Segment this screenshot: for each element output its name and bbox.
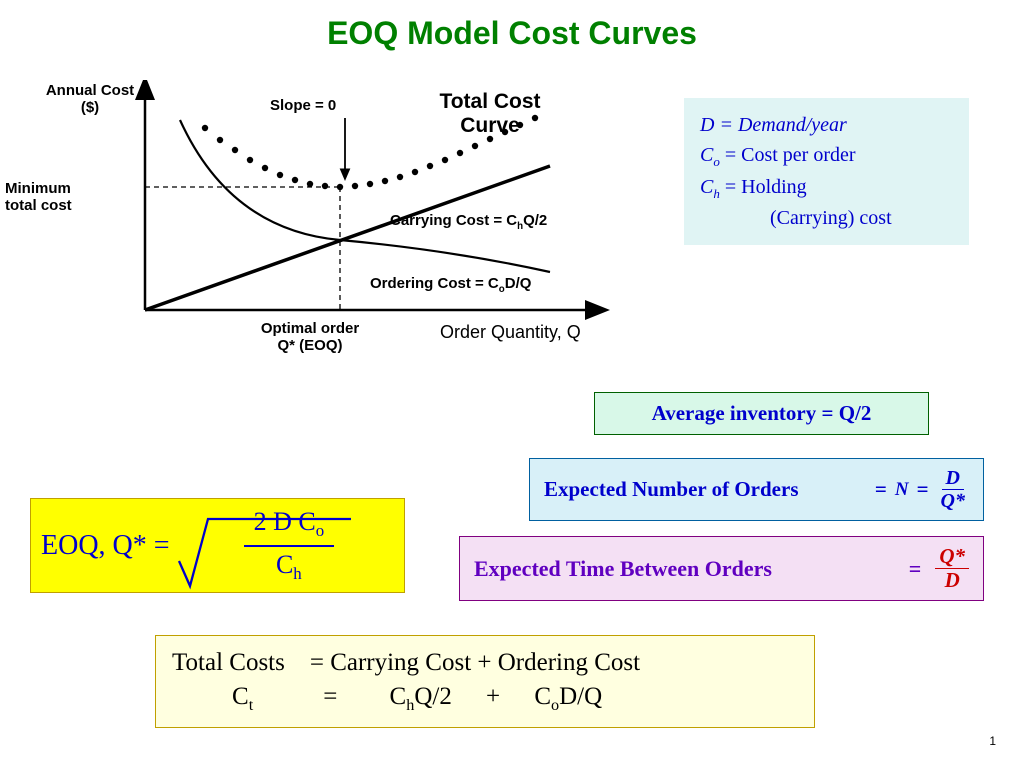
tc-t2-pre: C <box>534 683 551 710</box>
frac-d: D <box>942 467 964 490</box>
ch-sub: h <box>713 186 720 201</box>
tc-t1-suf: Q/2 <box>414 683 452 710</box>
frac-qstar: Q* <box>935 545 969 569</box>
oc-suffix: D/Q <box>505 275 532 292</box>
eoq-formula-box: EOQ, Q* = 2 D Co Ch <box>30 498 405 593</box>
exp-n: N <box>895 479 909 501</box>
cc-suffix: Q/2 <box>523 212 547 229</box>
ch-prefix: C <box>700 176 713 198</box>
ch-sfx1: = Holding <box>725 176 807 198</box>
legend-d-text: D = Demand/year <box>700 114 847 136</box>
legend-box: D = Demand/year Co = Cost per order Ch =… <box>684 98 969 245</box>
eq2: = <box>917 477 929 502</box>
total-cost-curve-label: Total Cost Curve <box>430 90 550 138</box>
legend-co: Co = Cost per order <box>700 140 953 172</box>
tc-t1-pre: C <box>390 683 407 710</box>
co-sub: o <box>713 154 720 169</box>
sqrt-icon <box>176 506 214 586</box>
page-number: 1 <box>989 734 996 748</box>
tc-plus: + <box>458 680 528 714</box>
tc-t2-suf: D/Q <box>559 683 602 710</box>
x-axis-label: Order Quantity, Q <box>440 322 581 343</box>
tc-t2-sub: o <box>551 696 559 714</box>
frac-d2: D <box>941 569 964 592</box>
carrying-cost-label: Carrying Cost = ChQ/2 <box>390 212 547 232</box>
eoq-lhs: EOQ, Q* = <box>31 530 176 562</box>
legend-d: D = Demand/year <box>700 110 953 140</box>
oc-prefix: Ordering Cost = C <box>370 275 499 292</box>
exp-orders-label: Expected Number of Orders <box>544 477 799 502</box>
slope-label: Slope = 0 <box>270 97 336 114</box>
ordering-cost-label: Ordering Cost = CoD/Q <box>370 275 531 295</box>
eq1: = <box>875 477 887 502</box>
exp-time-label: Expected Time Between Orders <box>474 556 772 582</box>
y-axis-label: Annual Cost ($) <box>45 82 135 116</box>
cc-prefix: Carrying Cost = C <box>390 212 517 229</box>
tc-line1: Total Costs = Carrying Cost + Ordering C… <box>172 646 798 680</box>
page-title: EOQ Model Cost Curves <box>0 15 1024 52</box>
eq3: = <box>909 556 922 582</box>
legend-ch: Ch = Holding <box>700 172 953 204</box>
expected-orders-box: Expected Number of Orders = N = D Q* <box>529 458 984 521</box>
tc-eq: = <box>323 680 383 714</box>
optimal-q-label: Optimal order Q* (EOQ) <box>260 320 360 354</box>
avg-inventory-box: Average inventory = Q/2 <box>594 392 929 435</box>
co-suffix: = Cost per order <box>725 144 856 166</box>
legend-ch-line2: (Carrying) cost <box>700 203 953 233</box>
min-total-cost-label: Minimum total cost <box>5 180 95 214</box>
frac-q: Q* <box>937 490 969 512</box>
ct-sub: t <box>249 696 254 714</box>
co-prefix: C <box>700 144 713 166</box>
expected-time-box: Expected Time Between Orders = Q* D <box>459 536 984 601</box>
tc-line2: Ct = ChQ/2 + CoD/Q <box>172 680 798 717</box>
ct-pre: C <box>232 683 249 710</box>
total-cost-formula-box: Total Costs = Carrying Cost + Ordering C… <box>155 635 815 728</box>
